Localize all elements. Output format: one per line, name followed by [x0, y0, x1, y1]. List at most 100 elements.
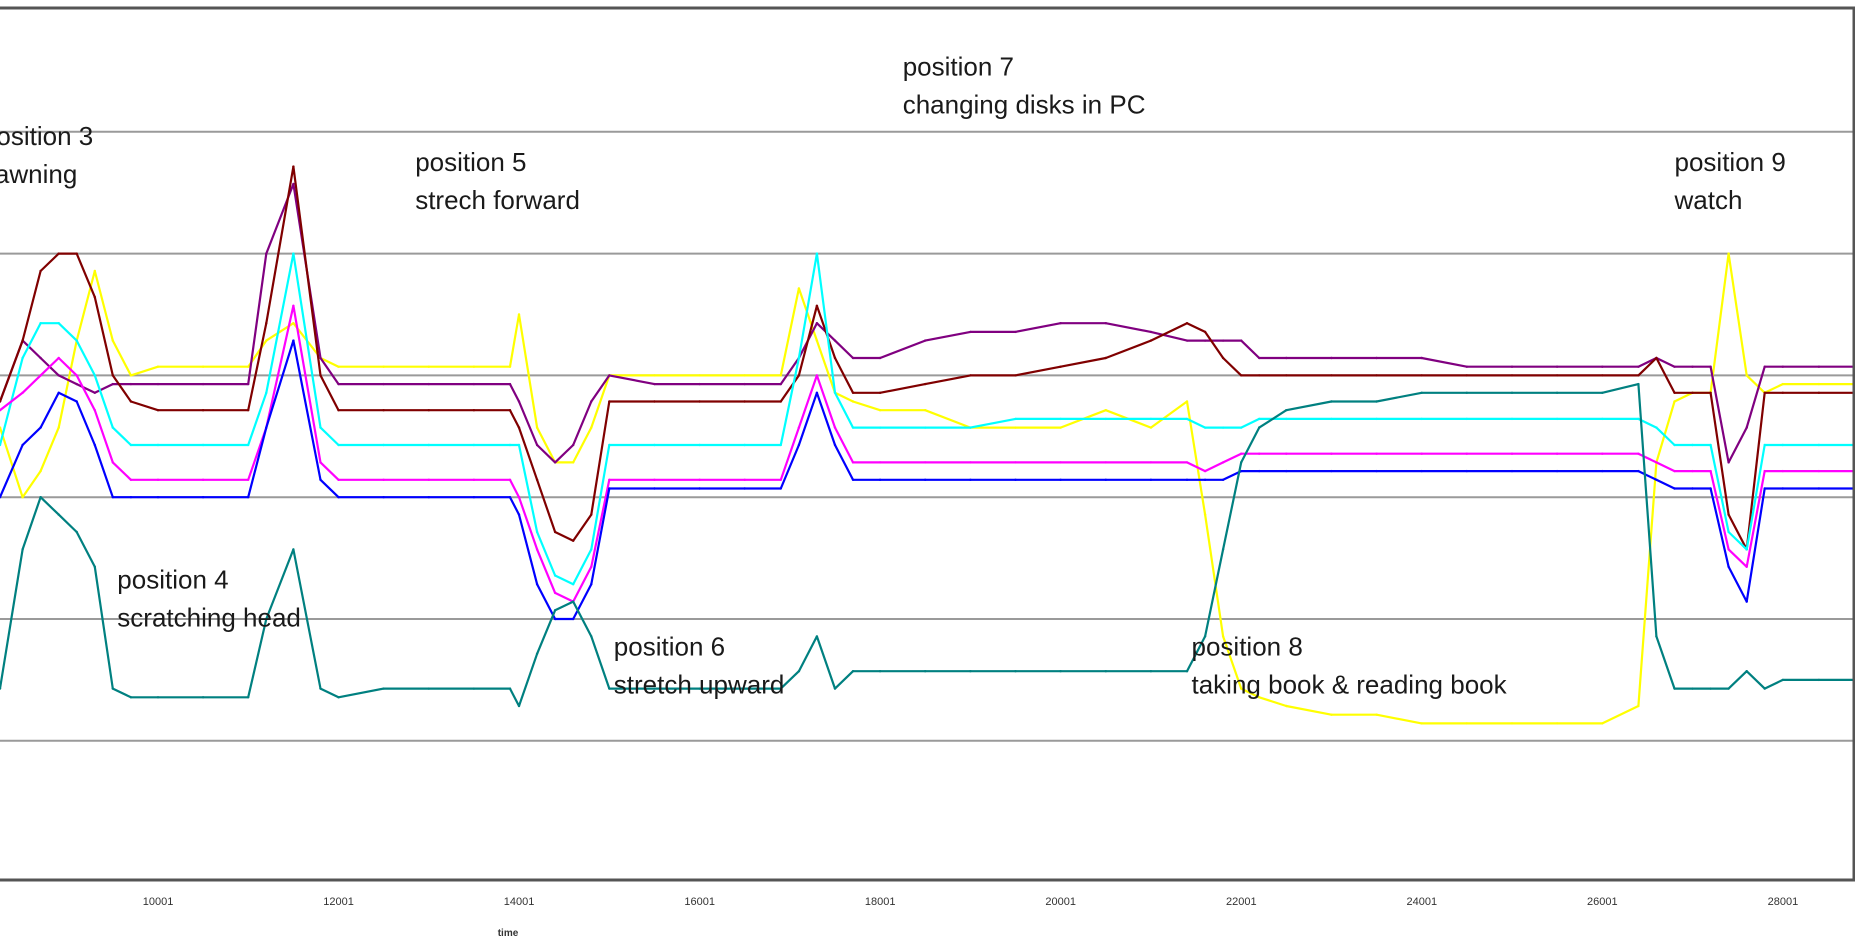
data-point [337, 478, 340, 481]
data-point [129, 443, 133, 447]
data-point [75, 374, 78, 377]
data-point [265, 617, 268, 621]
data-point [815, 252, 819, 255]
data-point [1014, 461, 1017, 464]
data-point [1465, 722, 1469, 725]
data-point [924, 409, 927, 412]
data-point [1059, 670, 1062, 673]
data-point [1510, 391, 1514, 394]
data-point [1185, 339, 1189, 342]
data-point [0, 496, 2, 499]
data-point [292, 322, 295, 325]
data-point [1601, 452, 1604, 455]
data-point [878, 391, 882, 394]
data-point [508, 687, 512, 690]
data-point [698, 382, 701, 386]
data-point [553, 591, 557, 595]
annotation-line-2: strech forward [415, 185, 580, 215]
data-point [653, 487, 656, 490]
data-point [698, 687, 701, 690]
data-point [1203, 330, 1207, 334]
data-point [319, 461, 322, 464]
data-point [743, 478, 746, 481]
data-point [1555, 452, 1559, 455]
data-point [1240, 426, 1243, 429]
x-tick-label: 24001 [1407, 896, 1438, 908]
data-point [427, 496, 430, 499]
data-point [1240, 452, 1243, 455]
data-point [608, 687, 611, 690]
x-axis-ticks: 10001 12001 14001 16001 18001 20001 22001 24001… [143, 896, 1798, 908]
data-point [815, 322, 819, 325]
data-point [1465, 391, 1469, 394]
data-point [21, 548, 24, 551]
data-point [1727, 530, 1730, 534]
data-point [1673, 443, 1676, 447]
data-point [0, 687, 2, 690]
data-point [39, 426, 42, 429]
data-point [1149, 478, 1153, 481]
data-point [878, 670, 882, 673]
data-point [57, 391, 60, 394]
data-point [0, 400, 2, 403]
data-point [851, 400, 855, 403]
data-point [1014, 478, 1017, 481]
data-point [1601, 722, 1604, 725]
data-point [1258, 426, 1261, 429]
data-point [292, 304, 295, 307]
data-point [517, 426, 521, 429]
data-point [1510, 722, 1514, 725]
data-point [1745, 600, 1748, 603]
data-point [1601, 365, 1604, 368]
data-point [39, 469, 42, 473]
data-point [129, 478, 133, 481]
data-point [319, 687, 322, 690]
data-point [1221, 635, 1225, 638]
data-point [93, 391, 97, 394]
series-line-1 [0, 252, 1855, 725]
data-point [1185, 478, 1189, 481]
data-point [833, 391, 837, 394]
data-point [1465, 469, 1469, 473]
data-point [292, 339, 295, 342]
data-point [743, 374, 746, 377]
data-point [201, 496, 205, 499]
data-point [924, 478, 927, 481]
data-point [572, 583, 575, 586]
data-point [472, 443, 476, 447]
annotation: position 8 taking book & reading book [1192, 632, 1508, 700]
annotation-line-1: position 4 [117, 565, 228, 595]
annotation: position 5 strech forward [415, 147, 580, 215]
data-point [337, 409, 340, 412]
data-point [111, 382, 115, 386]
data-point [1763, 687, 1766, 690]
data-point [337, 443, 340, 447]
data-point [508, 478, 512, 481]
data-point [1637, 469, 1640, 473]
data-point [517, 496, 521, 499]
gridlines [0, 130, 1855, 742]
data-point [247, 696, 250, 699]
data-point [924, 339, 927, 342]
x-tick-label: 16001 [684, 896, 715, 908]
data-point [93, 565, 97, 568]
data-point [553, 617, 557, 621]
data-point [1763, 487, 1766, 490]
data-point [57, 513, 60, 516]
data-point [1285, 452, 1288, 455]
data-point [265, 322, 268, 325]
data-point [1240, 461, 1243, 464]
data-point [535, 548, 539, 551]
data-point [1510, 469, 1514, 473]
annotation-line-2: scratching head [117, 603, 301, 633]
data-point [535, 478, 539, 481]
data-point [1420, 722, 1423, 725]
data-point [924, 670, 927, 673]
data-point [265, 339, 268, 342]
data-point [1059, 365, 1062, 368]
data-point [1727, 461, 1730, 464]
data-point [743, 487, 746, 490]
data-point [1727, 252, 1730, 255]
data-point [1375, 400, 1378, 403]
data-point [924, 382, 927, 386]
